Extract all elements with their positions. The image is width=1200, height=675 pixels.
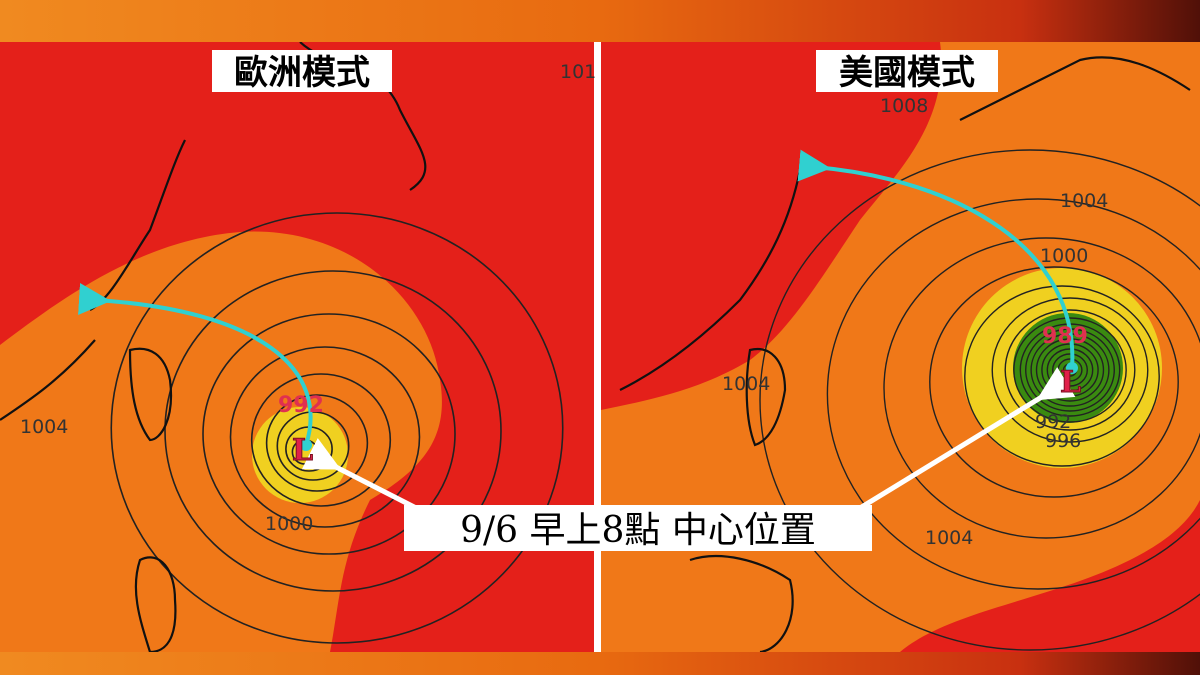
isobar: [276, 411, 350, 481]
bottom-band: [0, 652, 1200, 675]
isobar: [229, 346, 421, 528]
caption-box: [404, 505, 872, 551]
isobar: [929, 266, 1179, 498]
isobar: [110, 212, 564, 644]
title-box: [816, 50, 998, 92]
isobar-label: 1004: [925, 527, 973, 549]
left-map: [0, 42, 594, 652]
isobar: [164, 270, 502, 592]
low-symbol: L: [1060, 365, 1081, 400]
title-box: [212, 50, 392, 92]
isobar-label: 1004: [20, 416, 68, 438]
panel-title: 歐洲模式: [234, 53, 370, 93]
caption: 9/6 早上8點 中心位置: [460, 510, 816, 551]
isobar-label: 1004: [1060, 190, 1108, 212]
isobar: [964, 285, 1160, 467]
isobar: [826, 198, 1200, 590]
isobar: [1004, 309, 1136, 431]
isobar: [759, 149, 1200, 651]
isobar-label: 1000: [265, 513, 313, 535]
divider: [594, 42, 601, 652]
low-symbol: L: [292, 433, 313, 468]
isobar-label: 1000: [1040, 245, 1088, 267]
pointer-arrow: [858, 367, 1076, 511]
right-map: [601, 42, 1200, 652]
center-pressure: 989: [1042, 324, 1088, 349]
isobar: [265, 394, 369, 492]
track-arrow: [797, 149, 1075, 369]
center-pressure: 992: [278, 393, 324, 418]
isobar-label: 996: [1045, 430, 1081, 452]
isobar-label: 101: [560, 61, 596, 83]
top-band: [0, 0, 1200, 42]
pointer-arrow: [301, 438, 422, 513]
isobar-label: 1004: [722, 373, 770, 395]
isobar: [202, 313, 456, 555]
isobar-label: 1008: [880, 95, 928, 117]
panel-title: 美國模式: [839, 53, 975, 93]
track-arrow: [78, 283, 313, 446]
isobar-label: 992: [1035, 411, 1071, 433]
isobar: [250, 373, 392, 507]
isobar: [1013, 317, 1127, 423]
isobar: [883, 237, 1200, 539]
isobar: [991, 297, 1149, 443]
